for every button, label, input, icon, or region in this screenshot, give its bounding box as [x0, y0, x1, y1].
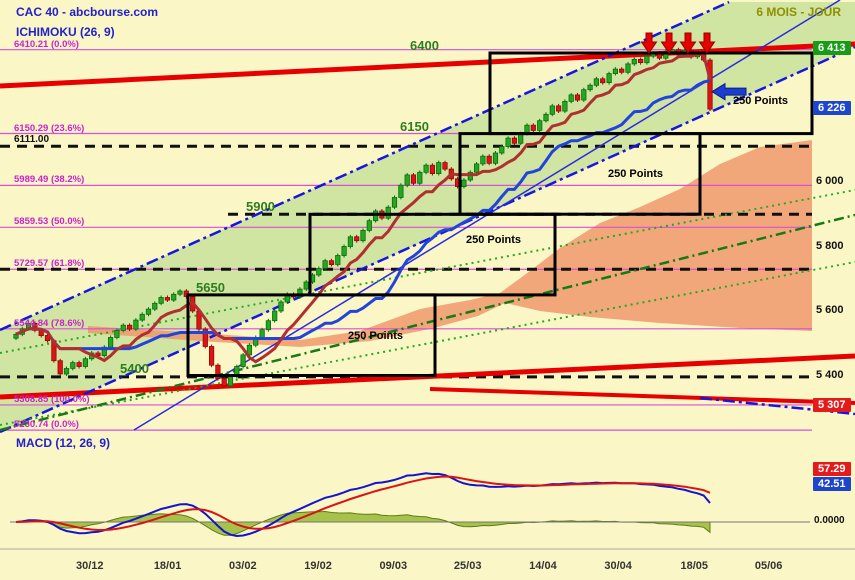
macd-signal-line	[15, 475, 711, 531]
macd-signal-badge: 57.29	[813, 462, 851, 476]
candlesticks	[13, 47, 713, 388]
tenkan-line	[15, 52, 712, 364]
blue-dashdot-bottom	[699, 396, 855, 416]
green-dotted-upper	[0, 189, 855, 354]
timeframe-label: 6 MOIS - JOUR	[756, 5, 841, 19]
blue-channel-lower	[0, 45, 855, 434]
green-dotted-lower	[0, 261, 855, 426]
blue-channel-upper	[0, 0, 730, 332]
green-dashdot	[0, 213, 855, 432]
macd-value-badge: 42.51	[813, 477, 851, 491]
red-down-arrows	[640, 32, 716, 54]
macd-indicator-label: MACD (12, 26, 9)	[16, 436, 111, 450]
macd-zero-label: 0.0000	[814, 515, 845, 526]
ichimoku-cloud	[88, 140, 812, 347]
red-resistance-upper	[0, 41, 855, 89]
ichimoku-indicator-label: ICHIMOKU (26, 9)	[16, 25, 115, 39]
red-support-flat	[429, 387, 855, 405]
chart-title: CAC 40 - abcbourse.com	[16, 5, 159, 19]
range-boxes	[186, 51, 814, 377]
blue-left-arrow	[711, 82, 747, 101]
channel-band	[0, 2, 855, 432]
